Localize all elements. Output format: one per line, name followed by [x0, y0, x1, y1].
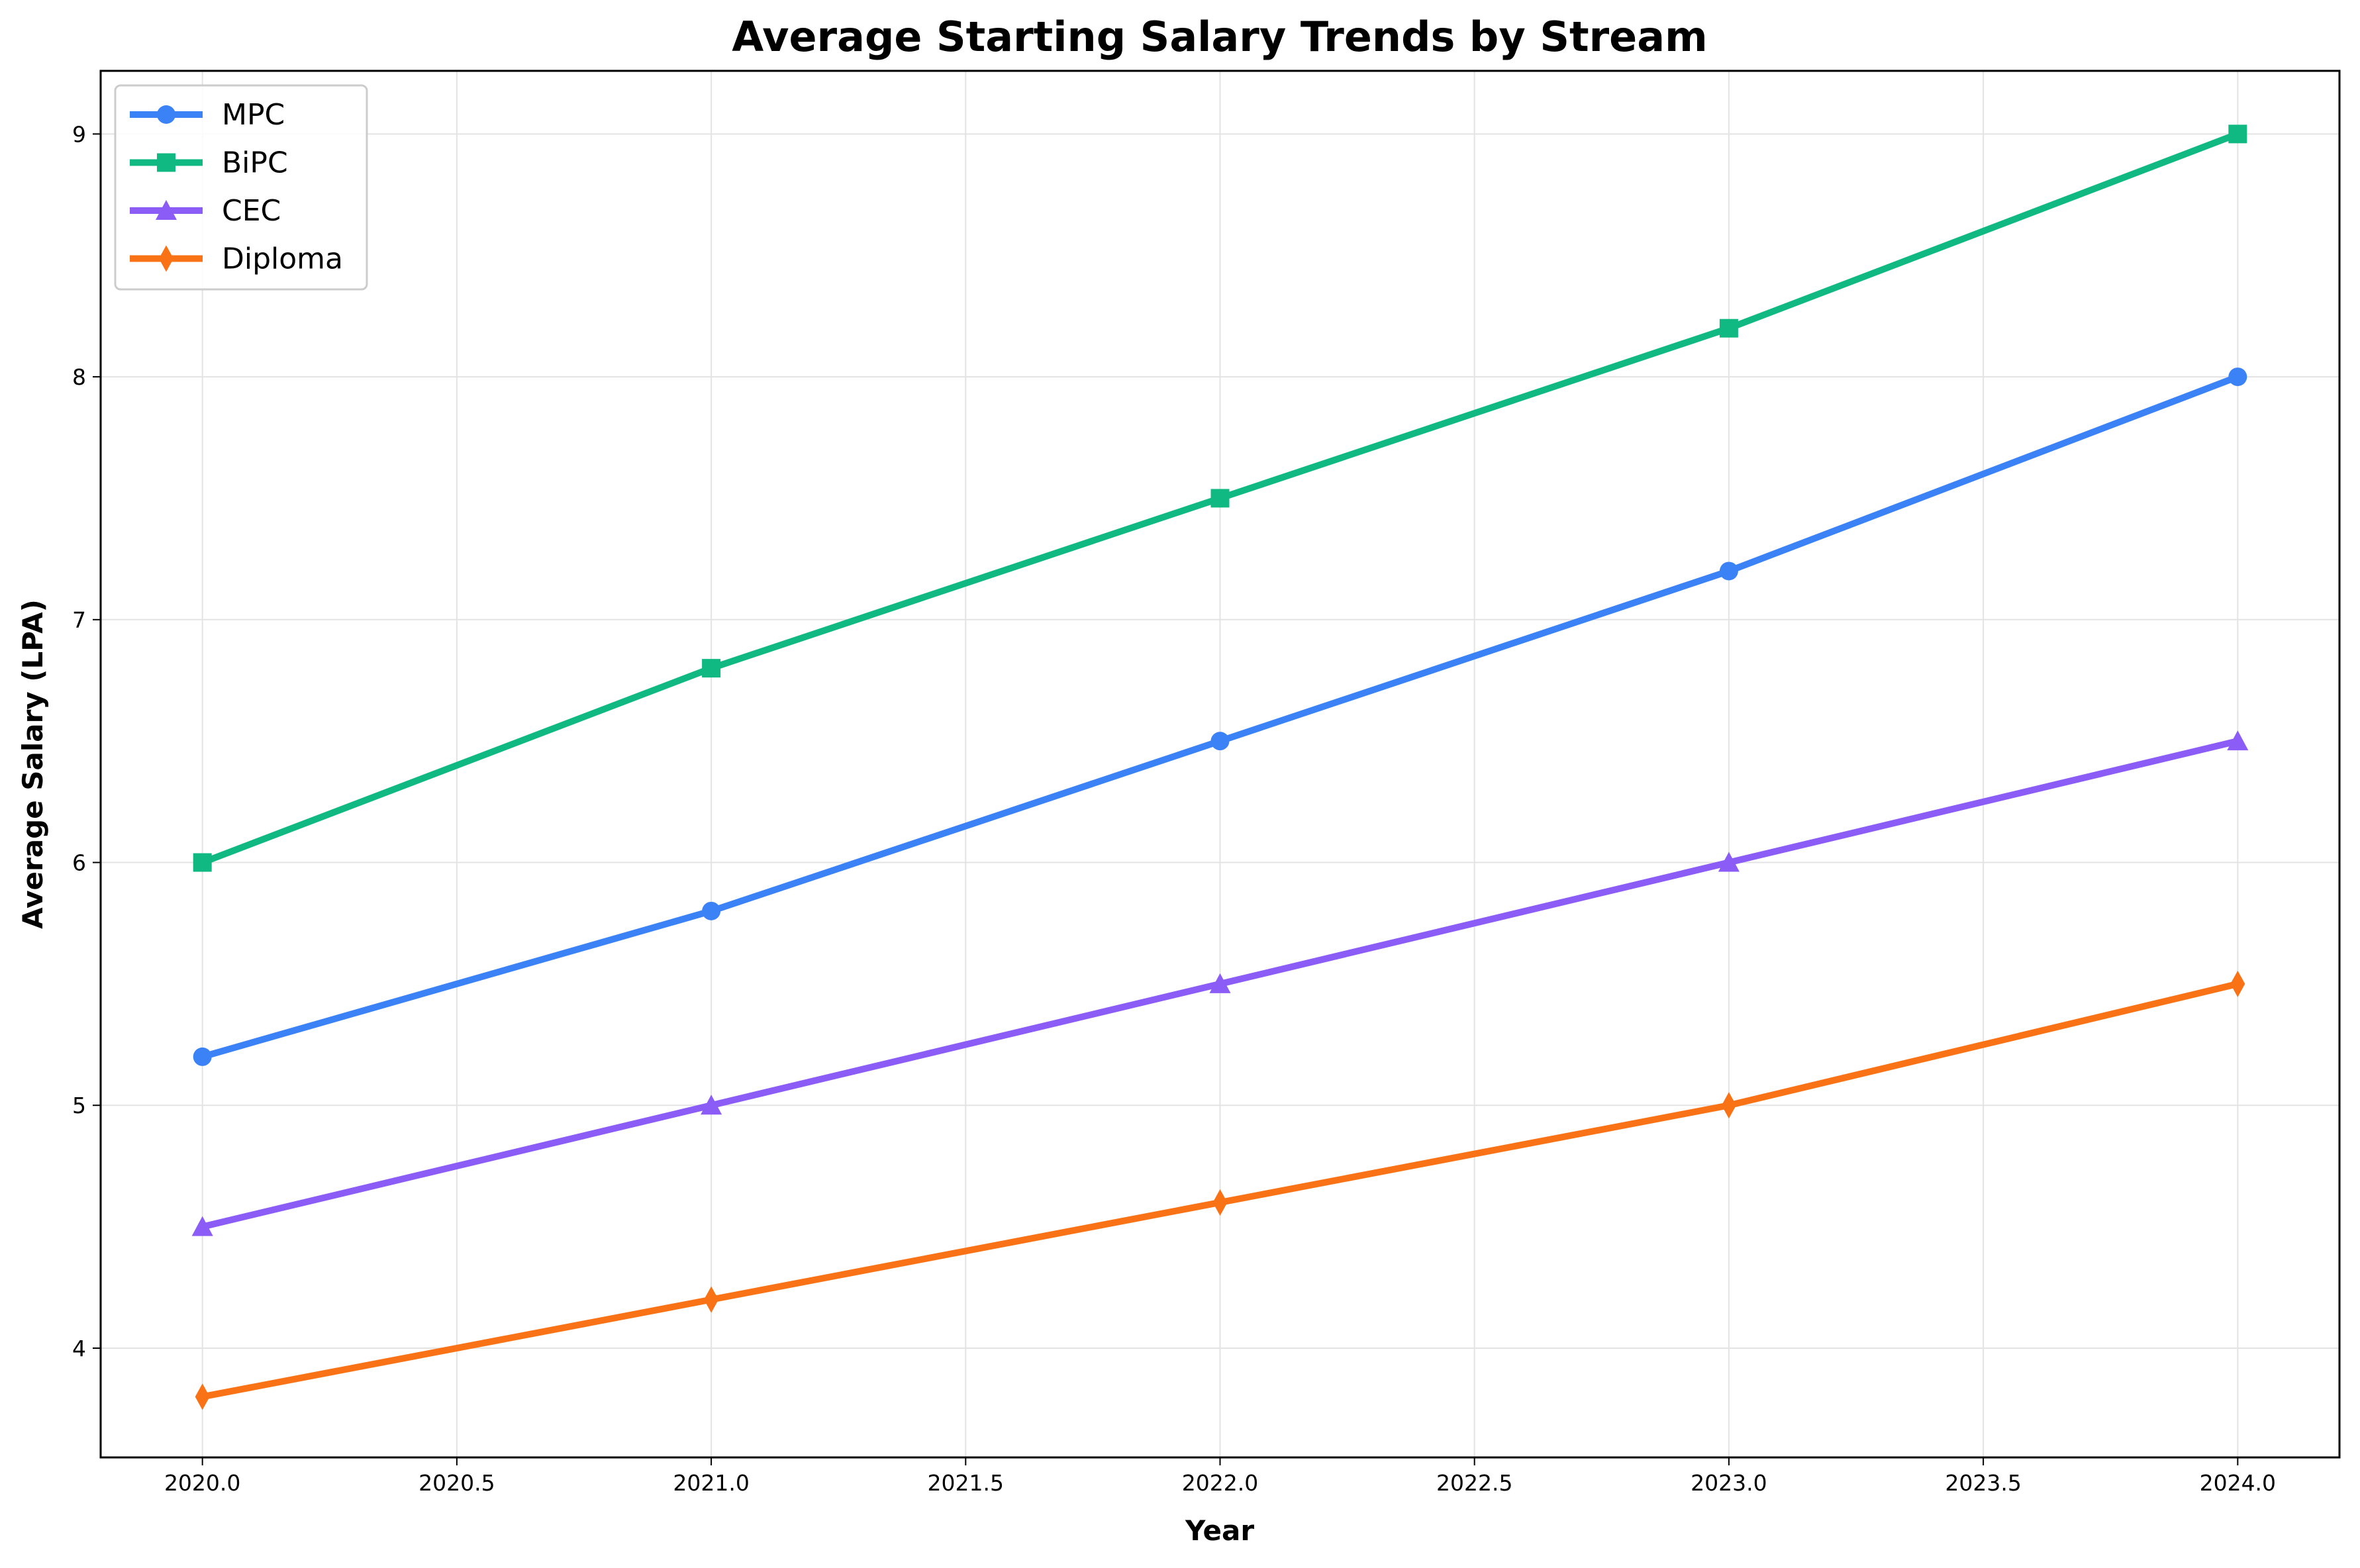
legend-marker-bipc — [157, 153, 175, 172]
data-point-mpc — [1719, 562, 1738, 581]
y-tick-label: 9 — [72, 121, 86, 147]
x-tick-label: 2023.5 — [1945, 1470, 2021, 1496]
x-tick-label: 2023.0 — [1691, 1470, 1767, 1496]
legend-marker-mpc — [157, 105, 175, 124]
legend-label-cec: CEC — [222, 194, 281, 228]
x-tick-label: 2020.5 — [418, 1470, 495, 1496]
legend-label-mpc: MPC — [222, 98, 285, 132]
y-tick-label: 4 — [72, 1336, 86, 1361]
data-point-mpc — [2228, 368, 2247, 387]
y-axis-ticks: 4 5 6 7 8 9 — [72, 121, 101, 1361]
data-point-bipc — [193, 853, 212, 872]
x-tick-label: 2020.0 — [164, 1470, 240, 1496]
series-markers — [191, 124, 2249, 1410]
y-tick-label: 5 — [72, 1093, 86, 1118]
data-point-cec — [1209, 973, 1231, 993]
x-axis-ticks: 2020.0 2020.5 2021.0 2021.5 2022.0 2022.5 2023… — [164, 1457, 2276, 1496]
y-tick-label: 6 — [72, 850, 86, 876]
data-point-mpc — [702, 901, 721, 920]
y-tick-label: 7 — [72, 607, 86, 633]
data-point-cec — [701, 1095, 722, 1115]
data-point-cec — [2227, 730, 2249, 751]
data-point-diploma — [2230, 970, 2245, 997]
data-point-diploma — [1212, 1189, 1228, 1216]
x-axis-title: Year — [1185, 1514, 1254, 1547]
x-tick-label: 2021.5 — [928, 1470, 1004, 1496]
x-tick-label: 2021.0 — [673, 1470, 749, 1496]
y-tick-label: 8 — [72, 364, 86, 390]
data-point-diploma — [704, 1286, 719, 1313]
legend-box — [114, 84, 368, 291]
data-point-bipc — [702, 659, 721, 678]
legend-label-bipc: BiPC — [222, 146, 288, 180]
data-point-bipc — [1210, 489, 1230, 508]
chart-title: Average Starting Salary Trends by Stream — [732, 13, 1707, 61]
data-point-cec — [1718, 852, 1740, 872]
x-tick-label: 2022.5 — [1436, 1470, 1512, 1496]
data-point-mpc — [1210, 732, 1230, 751]
grid-lines — [101, 71, 2339, 1457]
data-point-bipc — [1719, 318, 1738, 338]
legend-label-diploma: Diploma — [222, 242, 343, 276]
legend: MPC BiPC CEC Diploma — [114, 84, 368, 291]
data-point-mpc — [193, 1047, 212, 1066]
data-point-diploma — [1721, 1092, 1736, 1119]
x-tick-label: 2022.0 — [1182, 1470, 1258, 1496]
legend-marker-diploma — [159, 245, 173, 272]
data-point-bipc — [2228, 124, 2247, 144]
legend-marker-cec — [156, 200, 177, 220]
y-axis-title: Average Salary (LPA) — [17, 599, 49, 929]
data-point-cec — [191, 1216, 213, 1236]
x-tick-label: 2024.0 — [2200, 1470, 2276, 1496]
data-point-diploma — [195, 1383, 210, 1410]
